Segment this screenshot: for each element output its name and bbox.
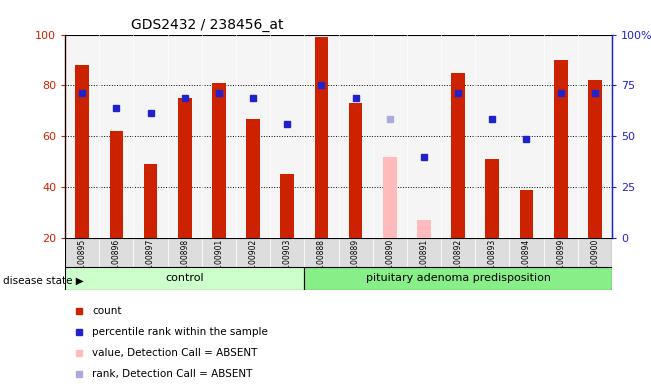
- Text: GSM100903: GSM100903: [283, 238, 292, 285]
- Text: percentile rank within the sample: percentile rank within the sample: [92, 327, 268, 337]
- Bar: [236, 238, 270, 267]
- Text: GSM100899: GSM100899: [556, 238, 565, 285]
- Bar: [109, 131, 123, 238]
- Text: GSM100892: GSM100892: [454, 238, 463, 285]
- Bar: [451, 73, 465, 238]
- Bar: [202, 238, 236, 267]
- Bar: [270, 238, 304, 267]
- Bar: [246, 119, 260, 238]
- Bar: [486, 159, 499, 238]
- Text: pituitary adenoma predisposition: pituitary adenoma predisposition: [366, 273, 551, 283]
- Bar: [417, 220, 431, 238]
- Bar: [544, 238, 577, 267]
- Bar: [588, 80, 602, 238]
- Bar: [519, 190, 533, 238]
- Text: control: control: [165, 273, 204, 283]
- Bar: [554, 60, 568, 238]
- Text: value, Detection Call = ABSENT: value, Detection Call = ABSENT: [92, 348, 258, 358]
- Text: GSM100889: GSM100889: [351, 238, 360, 285]
- Bar: [212, 83, 226, 238]
- Text: GSM100888: GSM100888: [317, 238, 326, 285]
- Bar: [144, 164, 158, 238]
- Bar: [509, 238, 544, 267]
- Text: GSM100893: GSM100893: [488, 238, 497, 285]
- Text: GSM100890: GSM100890: [385, 238, 395, 285]
- Text: GDS2432 / 238456_at: GDS2432 / 238456_at: [131, 18, 283, 32]
- Text: GSM100898: GSM100898: [180, 238, 189, 285]
- Text: GSM100894: GSM100894: [522, 238, 531, 285]
- Bar: [281, 174, 294, 238]
- Bar: [178, 98, 191, 238]
- Bar: [133, 238, 168, 267]
- Bar: [577, 238, 612, 267]
- Text: GSM100902: GSM100902: [249, 238, 258, 285]
- Bar: [304, 267, 612, 290]
- Bar: [65, 238, 99, 267]
- Text: rank, Detection Call = ABSENT: rank, Detection Call = ABSENT: [92, 369, 253, 379]
- Text: GSM100891: GSM100891: [419, 238, 428, 285]
- Bar: [304, 238, 339, 267]
- Text: GSM100900: GSM100900: [590, 238, 600, 285]
- Text: GSM100901: GSM100901: [214, 238, 223, 285]
- Bar: [407, 238, 441, 267]
- Text: GSM100897: GSM100897: [146, 238, 155, 285]
- Bar: [441, 238, 475, 267]
- Bar: [339, 238, 372, 267]
- Bar: [99, 238, 133, 267]
- Text: count: count: [92, 306, 122, 316]
- Bar: [372, 238, 407, 267]
- Bar: [168, 238, 202, 267]
- Text: GSM100896: GSM100896: [112, 238, 121, 285]
- Bar: [475, 238, 509, 267]
- Bar: [349, 103, 363, 238]
- Bar: [383, 157, 396, 238]
- Text: GSM100895: GSM100895: [77, 238, 87, 285]
- Bar: [314, 37, 328, 238]
- Text: disease state ▶: disease state ▶: [3, 275, 84, 285]
- Bar: [65, 267, 304, 290]
- Bar: [76, 65, 89, 238]
